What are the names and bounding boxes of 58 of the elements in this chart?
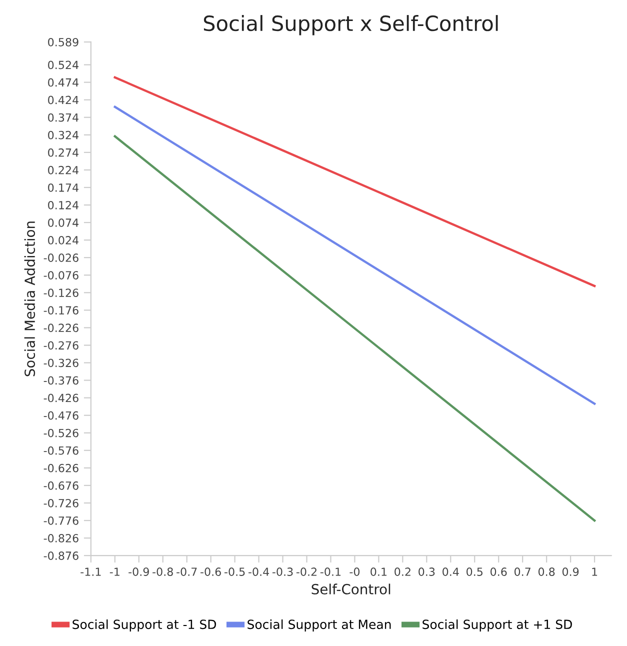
x-tick-label: 0.3 [418, 568, 435, 576]
y-tick-label: -0.676 [44, 481, 78, 490]
y-tick-label: 0.374 [48, 113, 78, 122]
x-tick-label: 0.6 [490, 568, 507, 576]
y-tick-label: 0.474 [48, 78, 78, 87]
x-tick-label: -0.7 [176, 568, 197, 576]
y-tick-label: 0.224 [48, 166, 78, 174]
x-tick-label: -0.8 [152, 568, 173, 576]
y-tick-label: 0.324 [48, 130, 78, 140]
x-tick-label: -0.1 [320, 568, 341, 576]
y-tick-label: -0.726 [44, 498, 78, 508]
legend-label: Social Support at Mean [248, 619, 391, 632]
x-axis-title: Self-Control [312, 584, 390, 594]
y-tick-label: -0.126 [44, 288, 78, 298]
legend-label: Social Support at -1 SD [72, 619, 216, 632]
x-tick-label: -0.6 [200, 568, 221, 576]
y-tick-label: -0.876 [44, 552, 78, 560]
y-tick-label: 0.074 [48, 218, 78, 227]
y-tick-label: -0.026 [44, 254, 78, 262]
x-tick-label: 0.7 [514, 568, 530, 576]
x-tick-label: 0.8 [538, 568, 555, 576]
legend-label: Social Support at +1 SD [422, 619, 572, 632]
y-tick-label: 0.524 [48, 60, 78, 70]
x-tick-label: -0.4 [248, 568, 270, 576]
y-tick-label: -0.326 [44, 358, 78, 368]
x-tick-label: -0.5 [224, 568, 245, 576]
x-tick-label: 0.9 [562, 568, 579, 576]
y-tick-label: -0.426 [44, 394, 78, 402]
y-tick-label: 0.424 [48, 96, 78, 104]
y-tick-label: 0.024 [48, 236, 78, 244]
y-tick-label: 0.589 [48, 38, 78, 46]
y-tick-label: 0.124 [48, 200, 78, 210]
x-tick-label: -0 [350, 568, 360, 576]
y-tick-label: -0.476 [44, 411, 78, 420]
y-tick-label: -0.376 [44, 376, 78, 385]
y-tick-label: -0.626 [44, 464, 78, 472]
x-tick-label: -0.9 [128, 568, 149, 576]
y-tick-label: -0.176 [44, 306, 78, 315]
y-tick-label: 0.274 [48, 148, 78, 157]
y-tick-label: -0.826 [44, 534, 78, 542]
x-tick-label: 0.1 [370, 568, 387, 576]
y-tick-label: -0.576 [44, 446, 78, 455]
y-tick-label: -0.276 [44, 341, 78, 350]
x-tick-label: 0.5 [466, 568, 482, 576]
y-tick-label: -0.076 [44, 271, 78, 280]
y-tick-label: 0.174 [48, 183, 78, 192]
y-tick-label: -0.226 [44, 324, 78, 332]
x-tick-label: -1 [110, 568, 120, 576]
y-tick-label: -0.776 [44, 516, 78, 525]
y-axis-title: Social Media Addiction [24, 222, 36, 376]
x-tick-label: -0.2 [296, 568, 316, 576]
x-tick-label: 0.4 [442, 568, 459, 576]
chart-title: Social Support x Self-Control [204, 15, 498, 36]
y-tick-label: -0.526 [44, 428, 78, 438]
x-tick-label: -1.1 [80, 568, 101, 576]
x-tick-label: -0.3 [272, 568, 293, 576]
x-tick-label: 1 [592, 568, 598, 576]
x-tick-label: 0.2 [394, 568, 410, 576]
